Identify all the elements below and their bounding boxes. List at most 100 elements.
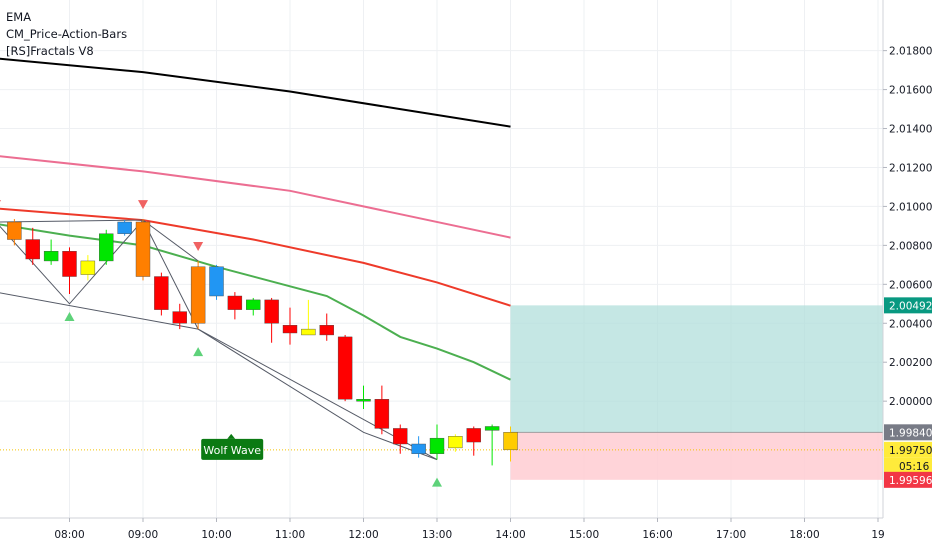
candle[interactable] [264, 297, 279, 343]
candle[interactable] [466, 426, 481, 456]
candle[interactable] [484, 424, 500, 466]
entry-price-badge-bg [884, 424, 932, 441]
y-tick-label: 2.01000 [889, 201, 932, 213]
candle[interactable] [99, 229, 114, 265]
y-tick-label: 2.00600 [889, 279, 932, 291]
fractal-markers [0, 200, 442, 487]
stop-price-badge[interactable]: 1.99596 [884, 471, 932, 488]
candle[interactable] [25, 227, 40, 265]
fractal-down-icon [0, 200, 1, 202]
candle-body [429, 437, 445, 454]
ema-lines [0, 57, 511, 381]
candle-body [374, 399, 390, 429]
wolf-wave-label[interactable]: Wolf Wave [201, 433, 264, 460]
candle-body [80, 260, 96, 275]
entry-price-badge[interactable]: 1.99840 [884, 424, 932, 441]
candle-body [319, 325, 334, 336]
target-zone[interactable] [510, 305, 884, 433]
countdown-bg [884, 457, 932, 474]
candle[interactable] [172, 303, 187, 330]
target-price-badge-bg [884, 297, 932, 314]
x-tick-label: 09:00 [128, 529, 158, 541]
ema-line-0 [0, 57, 511, 128]
candle[interactable] [411, 436, 426, 458]
x-tick-label: 13:00 [422, 529, 452, 541]
candle[interactable] [374, 385, 390, 435]
wolf-wave-text: Wolf Wave [203, 444, 261, 457]
candle-body [448, 436, 463, 449]
y-tick-label: 2.01400 [889, 124, 932, 136]
candle-body [43, 251, 59, 262]
target-price-badge[interactable]: 2.00492 [884, 297, 932, 314]
candle-body [154, 276, 169, 310]
candle-body [135, 221, 151, 277]
candle[interactable] [429, 424, 445, 460]
candle-body [411, 443, 426, 454]
x-tick-label: 08:00 [54, 529, 84, 541]
candle[interactable] [117, 220, 132, 236]
candle-body [337, 336, 353, 400]
fractal-up-icon [432, 477, 442, 487]
candle[interactable] [43, 239, 59, 265]
candle[interactable] [503, 426, 518, 462]
candle[interactable] [356, 385, 371, 409]
y-tick-label: 2.00800 [889, 240, 932, 252]
candle-body [503, 432, 518, 451]
fractal-down-icon [138, 200, 148, 210]
entry-price-badge-text: 1.99840 [889, 427, 932, 439]
ema-line-1 [0, 155, 511, 239]
candle-body [117, 221, 132, 234]
current-price-badge[interactable]: 1.99750 [884, 441, 932, 458]
wolf-line-0 [0, 219, 438, 461]
fractal-up-icon [193, 347, 204, 357]
candle[interactable] [246, 297, 261, 316]
candle[interactable] [301, 299, 316, 336]
countdown-text: 05:16 [899, 461, 930, 473]
candle-body [484, 426, 500, 431]
stop-zone[interactable] [510, 432, 884, 480]
wolf-wave-badge [201, 438, 264, 460]
candle-body [393, 428, 408, 445]
x-tick-label: 19 [871, 529, 884, 541]
legend-item-ema[interactable]: EMA [6, 10, 32, 24]
candle[interactable] [154, 272, 169, 316]
candle-body [282, 325, 298, 334]
y-tick-label: 2.00200 [889, 357, 932, 369]
y-tick-label: 2.01200 [889, 162, 932, 174]
countdown-badge: 05:16 [884, 457, 932, 474]
x-tick-label: 17:00 [716, 529, 746, 541]
legend-item-fractals[interactable]: [RS]Fractals V8 [6, 44, 94, 58]
candle[interactable] [209, 264, 224, 300]
x-tick-label: 16:00 [642, 529, 672, 541]
candle[interactable] [7, 219, 22, 246]
candles[interactable] [7, 219, 518, 466]
candle[interactable] [319, 313, 334, 341]
candle-body [301, 328, 316, 336]
candle-body [99, 233, 114, 262]
position-zones[interactable] [0, 305, 884, 480]
wolf-line-2 [0, 292, 438, 461]
indicator-legend: EMA CM_Price-Action-Bars [RS]Fractals V8 [6, 9, 127, 60]
candle-body [356, 399, 371, 402]
candle[interactable] [337, 334, 353, 402]
candle-body [466, 428, 481, 443]
candle[interactable] [80, 255, 96, 281]
candle[interactable] [282, 307, 298, 345]
wolf-line-3 [142, 219, 199, 262]
candle[interactable] [135, 219, 151, 281]
candle-body [190, 266, 206, 324]
wolf-line-1 [0, 219, 144, 223]
current-price-badge-bg [884, 441, 932, 458]
candle[interactable] [190, 260, 206, 330]
candle[interactable] [448, 434, 463, 452]
candle[interactable] [227, 292, 243, 320]
candle-body [172, 311, 187, 324]
legend-item-price-action-bars[interactable]: CM_Price-Action-Bars [6, 27, 128, 41]
candle[interactable] [62, 247, 77, 295]
y-tick-label: 2.01600 [889, 85, 932, 97]
candle-body [246, 299, 261, 310]
candle[interactable] [393, 424, 408, 454]
y-tick-label: 2.00400 [889, 318, 932, 330]
